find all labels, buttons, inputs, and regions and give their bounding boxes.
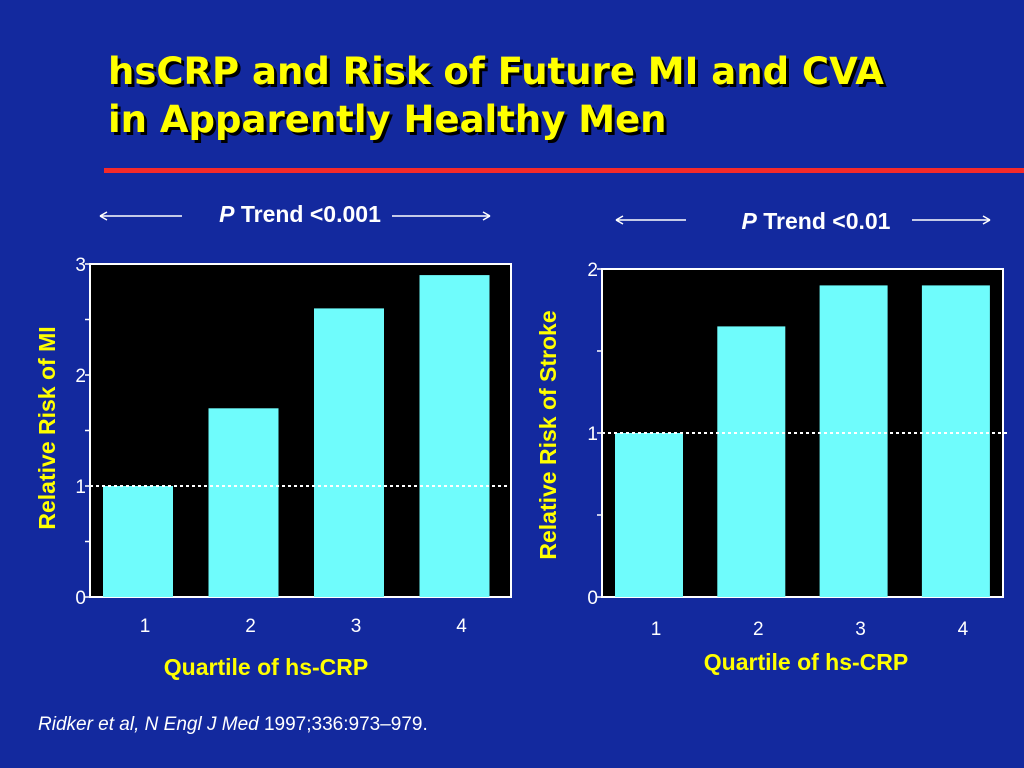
mi-y-tick-label: 1 — [75, 477, 86, 498]
mi-y-tick-label: 2 — [75, 366, 86, 387]
slide-title: hsCRP and Risk of Future MI and CVA in A… — [108, 48, 884, 144]
mi-y-tick-label: 3 — [75, 255, 86, 276]
citation: Ridker et al, N Engl J Med 1997;336:973–… — [38, 714, 428, 736]
mi-y-axis-label: Relative Risk of MI — [34, 326, 60, 529]
mi-x-tick-label: 2 — [245, 616, 256, 637]
mi-x-tick-label: 1 — [140, 616, 151, 637]
slide-title-line-2: in Apparently Healthy Men — [108, 98, 667, 141]
mi-trend-text: Trend <0.001 — [234, 201, 381, 227]
mi-bar-4 — [419, 275, 490, 597]
mi-x-tick-label: 3 — [351, 616, 362, 637]
citation-details: 1997;336:973–979. — [258, 714, 428, 735]
citation-journal: Ridker et al, N Engl J Med — [38, 714, 259, 735]
mi-trend-arrowhead-left — [99, 211, 108, 221]
stroke-x-tick-label: 2 — [753, 619, 764, 640]
stroke-x-tick-label: 4 — [958, 619, 969, 640]
slide-title-line-1: hsCRP and Risk of Future MI and CVA — [108, 50, 884, 93]
stroke-x-tick-label: 1 — [651, 619, 662, 640]
stroke-y-tick-label: 0 — [587, 588, 598, 609]
stroke-y-tick-label: 2 — [587, 260, 598, 281]
title-divider — [104, 168, 1024, 173]
mi-trend-arrowhead-right — [482, 211, 491, 221]
mi-x-tick-label: 4 — [456, 616, 467, 637]
mi-x-axis-label: Quartile of hs-CRP — [164, 654, 368, 680]
stroke-trend-annotation: P Trend <0.01 — [742, 208, 891, 234]
stroke-bar-3 — [819, 285, 888, 597]
mi-y-tick-label: 0 — [75, 588, 86, 609]
stroke-y-tick-label: 1 — [587, 424, 598, 445]
mi-bar-3 — [314, 308, 384, 597]
stroke-y-axis-label: Relative Risk of Stroke — [535, 310, 561, 559]
stroke-bar-2 — [717, 326, 786, 597]
mi-trend-annotation: P Trend <0.001 — [219, 201, 381, 227]
stroke-trend-text: Trend <0.01 — [757, 208, 891, 234]
stroke-x-tick-label: 3 — [855, 619, 866, 640]
mi-bar-1 — [103, 486, 173, 597]
mi-bar-2 — [208, 408, 279, 597]
stroke-bar-1 — [615, 433, 683, 597]
stroke-bar-4 — [921, 285, 990, 597]
stroke-trend-p: P — [742, 208, 758, 234]
stroke-x-axis-label: Quartile of hs-CRP — [704, 649, 908, 675]
stroke-trend-arrowhead-right — [982, 215, 991, 225]
stroke-trend-arrowhead-left — [615, 215, 624, 225]
mi-trend-p: P — [219, 201, 235, 227]
